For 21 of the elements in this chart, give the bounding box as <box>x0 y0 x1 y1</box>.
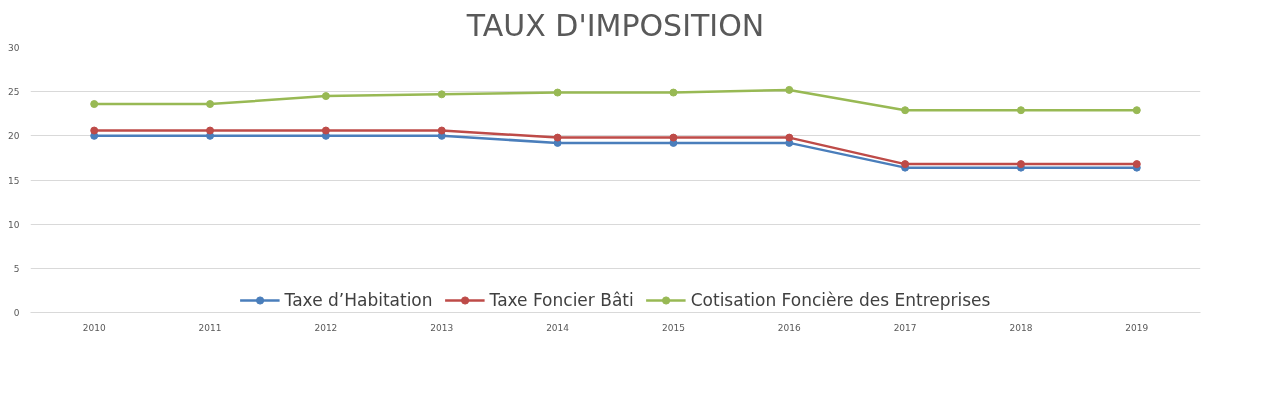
x-tick-label: 2013 <box>430 322 454 333</box>
x-tick-label: 2019 <box>1125 322 1149 333</box>
x-tick-label: 2014 <box>546 322 570 333</box>
legend-label: Taxe d’Habitation <box>284 290 433 310</box>
x-tick-label: 2012 <box>314 322 338 333</box>
y-tick-label: 10 <box>8 219 20 230</box>
y-tick-label: 25 <box>8 87 20 98</box>
x-tick-label: 2016 <box>777 322 801 333</box>
y-tick-label: 5 <box>13 263 20 274</box>
x-tick-label: 2010 <box>82 322 106 333</box>
x-tick-label: 2015 <box>661 322 685 333</box>
y-tick-label: 30 <box>8 43 20 53</box>
x-tick-label: 2018 <box>1009 322 1033 333</box>
legend-label: Cotisation Foncière des Entreprises <box>690 290 991 310</box>
chart-title: TAUX D'IMPOSITION <box>465 7 765 43</box>
x-tick-label: 2011 <box>198 322 222 333</box>
y-tick-label: 20 <box>8 131 20 142</box>
legend-label: Taxe Foncier Bâti <box>489 290 634 310</box>
y-tick-label: 0 <box>13 308 20 318</box>
y-tick-label: 15 <box>8 175 20 186</box>
x-tick-label: 2017 <box>893 322 917 333</box>
